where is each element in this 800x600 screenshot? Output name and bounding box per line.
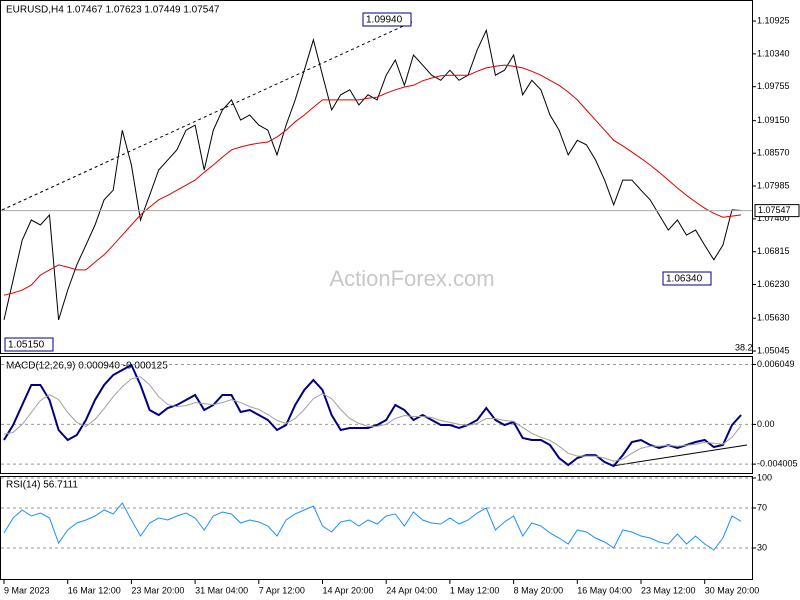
chart-title: EURUSD,H4 1.07467 1.07623 1.07449 1.0754… — [6, 5, 220, 16]
y-tick-label: 1.09755 — [757, 81, 790, 91]
y-tick-label: 1.05630 — [757, 313, 790, 323]
y-tick-label: 1.06230 — [757, 279, 790, 289]
y-tick-label: 70 — [757, 502, 767, 512]
y-tick-label: 1.09150 — [757, 115, 790, 125]
x-tick-label: 8 May 20:00 — [514, 585, 564, 595]
y-tick-label: 1.10925 — [757, 15, 790, 25]
macd-title: MACD(12,26,9) 0.000940 -0.000125 — [6, 361, 168, 372]
y-tick-label: 1.08570 — [757, 148, 790, 158]
y-tick-label: 1.07985 — [757, 180, 790, 190]
y-tick-label: 1.05045 — [757, 345, 790, 355]
y-tick-label: 0.006049 — [757, 359, 795, 369]
series-line — [3, 64, 742, 296]
x-tick-label: 16 May 04:00 — [577, 585, 632, 595]
rsi-panel — [0, 476, 753, 580]
price-label-box — [362, 12, 412, 27]
price-panel — [0, 0, 753, 354]
price-label: 1.05150 — [8, 340, 45, 351]
series-line — [3, 376, 742, 462]
x-tick-label: 30 May 20:00 — [705, 585, 760, 595]
x-tick-label: 16 Mar 12:00 — [68, 585, 121, 595]
price-label-box — [4, 337, 54, 352]
macd-panel — [0, 356, 753, 474]
macd-trend-line — [611, 444, 748, 467]
price-label: 1.06340 — [666, 274, 703, 285]
rsi-title: RSI(14) 56.7111 — [6, 480, 78, 491]
x-tick-label: 23 Mar 20:00 — [131, 585, 184, 595]
y-tick-label: 30 — [757, 542, 767, 552]
x-tick-label: 9 Mar 2023 — [4, 585, 50, 595]
y-tick-label: 1.07400 — [757, 213, 790, 223]
price-label: 1.09940 — [366, 15, 403, 26]
y-tick-label: 1.10340 — [757, 48, 790, 58]
current-price-label: 1.07547 — [758, 205, 791, 215]
fib-label: 38.2 — [735, 342, 753, 352]
y-tick-label: -0.004005 — [757, 459, 798, 469]
x-tick-label: 23 May 12:00 — [641, 585, 696, 595]
y-tick-label: 1.06815 — [757, 246, 790, 256]
watermark: ActionForex.com — [329, 266, 494, 291]
y-tick-label: 0.00 — [757, 419, 775, 429]
x-tick-label: 1 May 12:00 — [450, 585, 500, 595]
series-line — [3, 502, 742, 551]
y-tick-label: 100 — [757, 472, 772, 482]
current-price-box — [754, 204, 800, 218]
x-tick-label: 24 Apr 04:00 — [386, 585, 437, 595]
x-tick-label: 14 Apr 20:00 — [323, 585, 374, 595]
x-tick-label: 7 Apr 12:00 — [259, 585, 305, 595]
price-label-box — [662, 271, 712, 286]
x-tick-label: 31 Mar 04:00 — [195, 585, 248, 595]
